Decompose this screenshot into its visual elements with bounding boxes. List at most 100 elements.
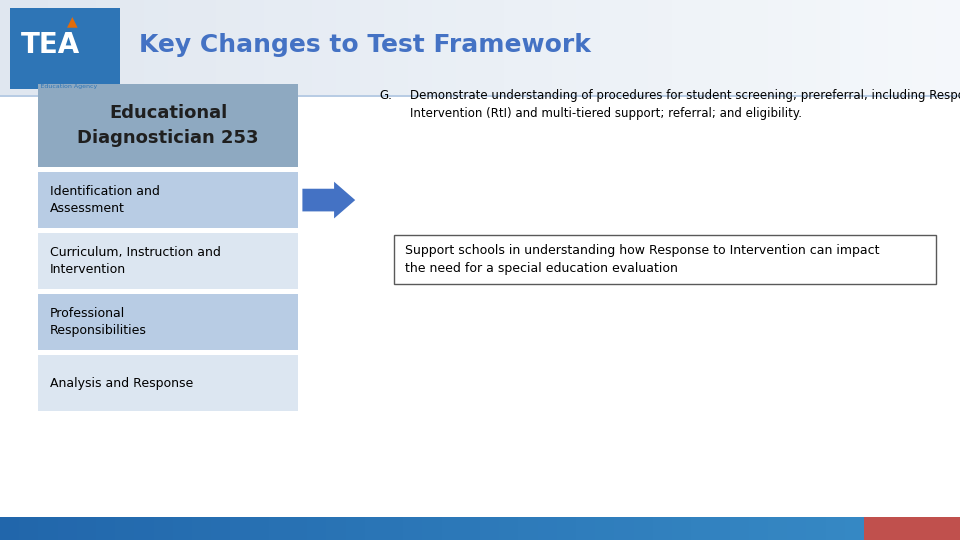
Bar xyxy=(648,0,672,94)
Bar xyxy=(38,233,298,289)
Bar xyxy=(538,517,557,540)
Bar xyxy=(480,517,499,540)
Text: Curriculum, Instruction and
Intervention: Curriculum, Instruction and Intervention xyxy=(50,246,221,276)
Bar xyxy=(840,0,864,94)
Bar xyxy=(768,517,787,540)
Text: Key Changes to Test Framework: Key Changes to Test Framework xyxy=(139,33,591,57)
Bar xyxy=(653,517,672,540)
Bar xyxy=(38,172,298,228)
Text: Analysis and Response: Analysis and Response xyxy=(50,376,193,390)
Bar xyxy=(922,517,941,540)
Bar xyxy=(461,517,480,540)
Bar xyxy=(307,517,326,540)
Bar xyxy=(499,517,518,540)
Bar xyxy=(38,517,58,540)
Bar xyxy=(480,0,504,94)
Bar xyxy=(864,517,960,540)
Bar xyxy=(557,517,576,540)
Bar xyxy=(336,0,360,94)
FancyArrow shape xyxy=(302,181,355,219)
Bar xyxy=(504,0,528,94)
Bar xyxy=(744,0,768,94)
Bar xyxy=(144,0,168,94)
Bar xyxy=(0,517,19,540)
Bar xyxy=(845,517,864,540)
Bar xyxy=(864,0,888,94)
Bar xyxy=(115,517,134,540)
Bar xyxy=(912,0,936,94)
Bar xyxy=(576,517,595,540)
Bar xyxy=(216,0,240,94)
Bar xyxy=(58,517,77,540)
Bar xyxy=(211,517,230,540)
Bar xyxy=(19,517,38,540)
Text: ▲: ▲ xyxy=(66,14,78,28)
Bar xyxy=(691,517,710,540)
Bar xyxy=(456,0,480,94)
Bar xyxy=(600,0,624,94)
Bar xyxy=(250,517,269,540)
Bar xyxy=(634,517,653,540)
Bar xyxy=(264,0,288,94)
Bar xyxy=(394,235,936,284)
Bar xyxy=(672,0,696,94)
Bar xyxy=(749,517,768,540)
Text: TEA: TEA xyxy=(21,31,81,59)
Bar xyxy=(288,517,307,540)
Bar xyxy=(0,0,24,94)
Bar xyxy=(77,517,96,540)
Bar xyxy=(384,0,408,94)
Bar xyxy=(888,0,912,94)
Text: Texas Education Agency: Texas Education Agency xyxy=(21,84,97,89)
Bar xyxy=(312,0,336,94)
Bar xyxy=(38,294,298,350)
Text: Support schools in understanding how Response to Intervention can impact
the nee: Support schools in understanding how Res… xyxy=(405,244,879,275)
Bar xyxy=(883,517,902,540)
Bar xyxy=(38,84,298,167)
Bar xyxy=(0,94,960,97)
Bar xyxy=(360,0,384,94)
Bar xyxy=(288,0,312,94)
Bar xyxy=(168,0,192,94)
Bar xyxy=(326,517,346,540)
Bar xyxy=(120,0,144,94)
Bar xyxy=(192,0,216,94)
Bar xyxy=(154,517,173,540)
Bar xyxy=(24,0,48,94)
Bar xyxy=(240,0,264,94)
Bar xyxy=(826,517,845,540)
Bar xyxy=(528,0,552,94)
Bar xyxy=(624,0,648,94)
Bar xyxy=(730,517,749,540)
Bar xyxy=(48,0,72,94)
Bar xyxy=(346,517,365,540)
Bar xyxy=(269,517,288,540)
Bar xyxy=(10,8,120,89)
Bar xyxy=(696,0,720,94)
Bar xyxy=(432,0,456,94)
Bar xyxy=(787,517,806,540)
Bar xyxy=(422,517,442,540)
Text: Professional
Responsibilities: Professional Responsibilities xyxy=(50,307,147,337)
Bar xyxy=(806,517,826,540)
Bar xyxy=(134,517,154,540)
Bar xyxy=(552,0,576,94)
Bar xyxy=(96,517,115,540)
Bar xyxy=(72,0,96,94)
Bar xyxy=(768,0,792,94)
Bar xyxy=(384,517,403,540)
Bar xyxy=(442,517,461,540)
Bar xyxy=(518,517,538,540)
Bar xyxy=(792,0,816,94)
Bar xyxy=(864,517,883,540)
Bar xyxy=(816,0,840,94)
Bar xyxy=(936,0,960,94)
Bar xyxy=(173,517,192,540)
Bar xyxy=(595,517,614,540)
Bar xyxy=(902,517,922,540)
Text: Demonstrate understanding of procedures for student screening; prereferral, incl: Demonstrate understanding of procedures … xyxy=(410,89,960,119)
Bar xyxy=(576,0,600,94)
Bar xyxy=(408,0,432,94)
Bar xyxy=(403,517,422,540)
Bar xyxy=(365,517,384,540)
